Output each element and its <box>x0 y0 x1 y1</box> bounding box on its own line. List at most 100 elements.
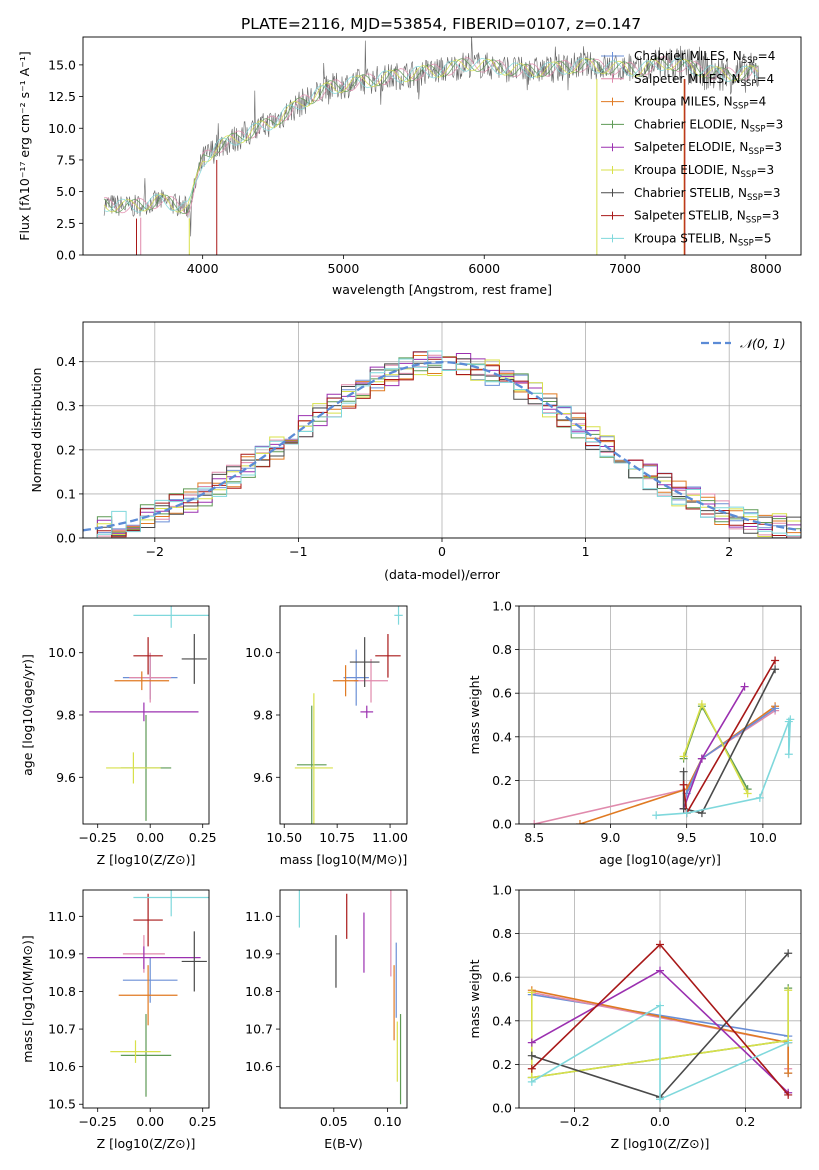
plus-marker <box>740 682 749 691</box>
y-tick-label: 10.6 <box>48 1059 76 1074</box>
x-tick-label: 5000 <box>328 261 360 276</box>
weight-series <box>530 706 780 824</box>
plus-marker <box>771 665 780 674</box>
model-spectrum-line <box>103 57 759 213</box>
y-tick-label: 10.0 <box>48 645 76 660</box>
x-tick-label: 0.00 <box>136 830 164 845</box>
axes-frame <box>82 36 802 256</box>
x-axis-label: E(B-V) <box>324 1136 363 1151</box>
plus-marker <box>527 1077 536 1086</box>
y-tick-label: 11.0 <box>48 909 76 924</box>
x-axis-label: mass [log10(M/M⊙)] <box>280 852 408 867</box>
y-tick-label: 0.6 <box>492 686 512 701</box>
y-tick-label: 10.6 <box>245 1059 273 1074</box>
figure-title: PLATE=2116, MJD=53854, FIBERID=0107, z=0… <box>241 15 641 33</box>
y-axis-label: Normed distribution <box>29 368 44 493</box>
x-tick-label: 9.5 <box>677 830 697 845</box>
plot-area <box>83 322 801 538</box>
plus-marker <box>755 793 764 802</box>
plot-area <box>87 890 209 1097</box>
x-tick-label: −0.25 <box>79 830 117 845</box>
plus-marker <box>784 1038 793 1047</box>
x-tick-label: 0.0 <box>650 1114 670 1129</box>
y-tick-label: 0.2 <box>492 1057 512 1072</box>
plot-area <box>298 890 402 1105</box>
plus-marker <box>656 1001 664 1010</box>
panel-mass-weight-vs-age: 8.5 9.0 9.5 10.0 0.0 0.2 0.4 0.6 0.8 1.0 age [log1… <box>467 599 802 867</box>
model-spectrum-line <box>104 56 759 216</box>
error-bar-point <box>106 752 161 784</box>
error-bar-point <box>375 634 401 678</box>
y-tick-label: 10.7 <box>245 1022 273 1037</box>
error-bar-point <box>129 652 172 703</box>
weight-line <box>531 1004 789 1101</box>
weight-line <box>534 709 776 824</box>
x-tick-label: −0.2 <box>559 1114 589 1129</box>
plus-marker <box>682 809 691 818</box>
plus-marker <box>527 1038 536 1047</box>
x-tick-label: 0.25 <box>189 1114 217 1129</box>
y-axis-label: mass weight <box>467 959 482 1038</box>
error-bar-point <box>354 658 388 703</box>
plus-marker <box>527 1064 536 1073</box>
error-bar-point <box>296 705 327 824</box>
weight-line <box>656 719 792 817</box>
y-tick-label: 10.9 <box>245 946 273 961</box>
panel-mass-weight-vs-Z: −0.2 0.0 0.2 0.0 0.2 0.4 0.6 0.8 1.0 Z [log10(Z/Z… <box>467 883 802 1151</box>
plus-marker <box>784 750 793 759</box>
x-tick-label: 10.75 <box>319 830 355 845</box>
y-tick-label: 0.0 <box>56 248 76 263</box>
axes-frame <box>279 889 408 1109</box>
plus-marker <box>656 966 664 975</box>
error-bar-point <box>332 665 359 697</box>
error-bar-point <box>114 671 170 691</box>
x-tick-label: 8000 <box>750 261 782 276</box>
plus-marker <box>679 752 688 761</box>
panel-spectrum: 4000 5000 6000 7000 8000 0.0 2.5 5.0 7.5 10.0 12.5… <box>17 36 802 297</box>
x-tick-label: 0.2 <box>736 1114 756 1129</box>
legend-entry-label: Chabrier ELODIE, NSSP=3 <box>634 117 783 134</box>
error-bar-point <box>87 946 201 969</box>
chart-root: 4000 5000 6000 7000 80000.02.55.07.510.012.5… <box>17 36 802 1151</box>
plus-marker <box>743 789 752 798</box>
x-tick-label: 8.5 <box>524 830 544 845</box>
x-axis-label: Z [log10(Z/Z⊙)] <box>97 852 196 867</box>
error-bar-point <box>110 1040 161 1063</box>
legend: 𝒩(0, 1) <box>701 336 786 351</box>
x-axis-label: age [log10(age/yr)] <box>599 852 721 867</box>
plus-marker <box>697 754 706 763</box>
panel-mass-vs-Z: −0.25 0.00 0.25 10.5 10.6 10.7 10.8 10.9 11.0 Z [… <box>20 889 217 1151</box>
plot-area <box>294 606 403 824</box>
plot-area <box>519 606 801 824</box>
error-bar-point <box>294 693 333 824</box>
plus-marker <box>784 1069 793 1078</box>
plus-marker <box>575 820 584 824</box>
y-tick-label: 0.6 <box>492 970 512 985</box>
axes-frame <box>82 889 210 1109</box>
plus-marker <box>771 656 780 665</box>
legend-entry-label: Kroupa MILES, NSSP=4 <box>634 95 766 112</box>
plus-marker <box>679 767 688 776</box>
weight-series <box>527 1001 793 1104</box>
x-axis-label: wavelength [Angstrom, rest frame] <box>332 282 552 297</box>
plot-area <box>89 606 209 821</box>
x-tick-label: 11.00 <box>372 830 408 845</box>
x-tick-label: 0 <box>438 544 446 559</box>
plus-marker <box>786 715 795 724</box>
plus-marker <box>652 811 661 820</box>
weight-series <box>679 682 749 813</box>
x-tick-label: 0.10 <box>374 1114 402 1129</box>
x-tick-label: −1 <box>289 544 307 559</box>
y-tick-label: 9.6 <box>56 770 76 785</box>
y-tick-label: 9.8 <box>56 708 76 723</box>
axes-frame <box>518 605 802 825</box>
error-bar-point <box>360 705 374 719</box>
y-tick-label: 10.5 <box>48 1097 76 1112</box>
error-bar-point <box>133 606 209 628</box>
error-bar-point <box>118 965 178 1026</box>
y-tick-label: 0.3 <box>56 398 76 413</box>
plus-marker <box>527 1051 536 1060</box>
x-tick-label: 7000 <box>609 261 641 276</box>
y-tick-label: 12.5 <box>48 89 76 104</box>
x-tick-label: 0.25 <box>189 830 217 845</box>
